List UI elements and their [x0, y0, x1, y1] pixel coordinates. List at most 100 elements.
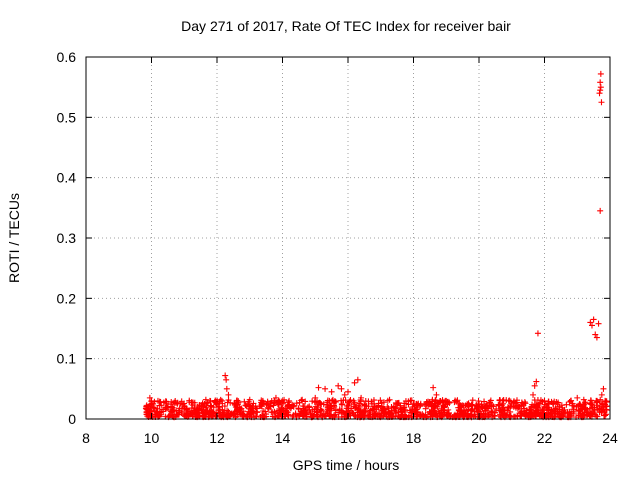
data-point — [514, 402, 521, 409]
data-point — [413, 408, 420, 415]
data-point — [277, 409, 284, 416]
data-point — [534, 397, 541, 404]
data-point — [322, 385, 329, 392]
data-point — [460, 412, 467, 419]
data-point — [202, 396, 209, 403]
data-point — [522, 400, 529, 407]
data-point — [461, 407, 468, 414]
data-point — [380, 399, 387, 406]
data-point — [286, 397, 293, 404]
data-point — [225, 397, 232, 404]
data-point — [574, 394, 581, 401]
data-point — [394, 400, 401, 407]
data-point — [587, 405, 594, 412]
data-point — [581, 404, 588, 411]
data-point — [410, 400, 417, 407]
data-point — [573, 403, 580, 410]
data-point — [267, 400, 274, 407]
data-point — [314, 409, 321, 416]
data-point — [175, 411, 182, 418]
data-point — [468, 402, 475, 409]
data-point — [590, 404, 597, 411]
data-point — [209, 410, 216, 417]
data-point — [194, 403, 201, 410]
data-point — [231, 409, 238, 416]
data-point — [241, 398, 248, 405]
data-point — [345, 401, 352, 408]
data-point — [559, 413, 566, 420]
data-point — [602, 412, 609, 419]
y-tick-label: 0.5 — [57, 109, 77, 125]
data-point — [444, 411, 451, 418]
data-point — [597, 79, 604, 86]
data-point — [281, 396, 288, 403]
data-point — [384, 397, 391, 404]
data-point — [563, 401, 570, 408]
data-point — [252, 404, 259, 411]
data-point — [542, 412, 549, 419]
data-point — [183, 410, 190, 417]
data-point — [299, 396, 306, 403]
data-point — [427, 401, 434, 408]
data-point — [244, 411, 251, 418]
data-point — [424, 400, 431, 407]
data-point — [592, 331, 599, 338]
data-point — [341, 391, 348, 398]
data-point — [522, 412, 529, 419]
data-point — [240, 408, 247, 415]
data-point — [480, 410, 487, 417]
data-point — [451, 399, 458, 406]
data-point — [340, 409, 347, 416]
data-point — [268, 409, 275, 416]
data-point — [335, 382, 342, 389]
data-point — [598, 99, 605, 106]
data-point — [517, 412, 524, 419]
data-point — [171, 401, 178, 408]
data-point — [602, 406, 609, 413]
data-point — [518, 408, 525, 415]
data-point — [295, 406, 302, 413]
data-point — [163, 404, 170, 411]
data-point — [358, 394, 365, 401]
data-point — [326, 407, 333, 414]
data-point — [575, 407, 582, 414]
data-point — [234, 411, 241, 418]
data-point — [580, 396, 587, 403]
data-point — [387, 411, 394, 418]
data-point — [311, 406, 318, 413]
data-point — [587, 319, 594, 326]
data-point — [549, 400, 556, 407]
data-point — [397, 402, 404, 409]
data-point — [481, 398, 488, 405]
data-point — [370, 405, 377, 412]
y-tick-label: 0.2 — [57, 290, 77, 306]
data-point — [496, 401, 503, 408]
data-point — [354, 376, 361, 383]
data-point — [278, 404, 285, 411]
data-point — [597, 84, 604, 91]
data-point — [143, 408, 150, 415]
data-point — [213, 413, 220, 420]
data-point — [484, 407, 491, 414]
data-point — [433, 409, 440, 416]
data-point — [248, 408, 255, 415]
data-point — [593, 334, 600, 341]
data-point — [253, 405, 260, 412]
data-point — [475, 398, 482, 405]
data-point — [492, 409, 499, 416]
data-point — [207, 402, 214, 409]
data-point — [365, 398, 372, 405]
data-point — [343, 405, 350, 412]
data-point — [163, 398, 170, 405]
data-point — [371, 400, 378, 407]
data-point — [530, 391, 537, 398]
data-point — [430, 384, 437, 391]
data-point — [158, 408, 165, 415]
data-point — [536, 400, 543, 407]
data-point — [570, 408, 577, 415]
x-tick-label: 18 — [406, 430, 422, 446]
data-point — [503, 397, 510, 404]
data-point — [225, 391, 232, 398]
data-point — [526, 410, 533, 417]
data-point — [250, 400, 257, 407]
